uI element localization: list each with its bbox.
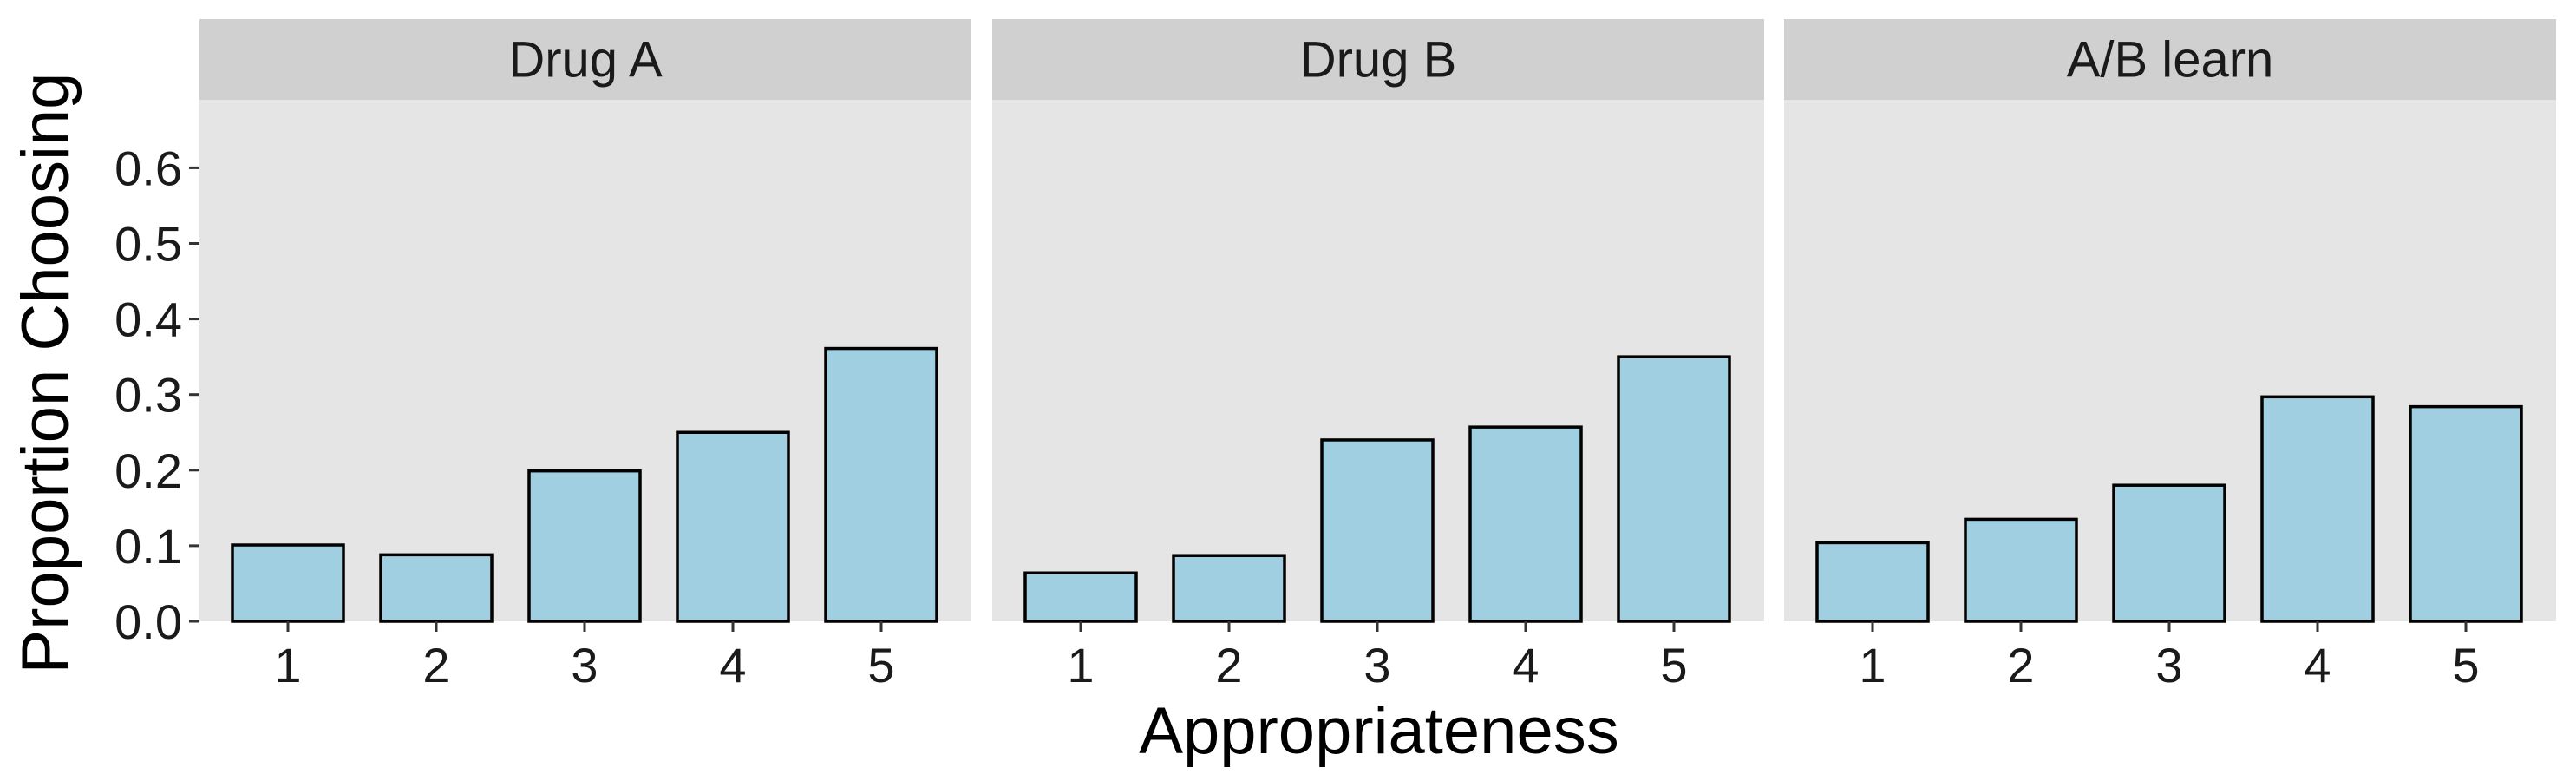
bar <box>231 543 345 623</box>
facet-strip <box>1784 19 2556 100</box>
facet-title: Drug B <box>1300 32 1457 89</box>
facet-panel: Drug B 1 2 3 4 5 <box>992 19 1764 692</box>
y-tick-label: 0.1 <box>114 519 182 574</box>
bar <box>2409 404 2523 623</box>
facet-panel: Drug A 1 2 3 4 5 <box>199 19 971 692</box>
x-axis-title: Appropriateness <box>1139 694 1618 768</box>
x-tick-label: 5 <box>2452 638 2479 692</box>
x-tick-label: 3 <box>571 638 598 692</box>
y-tick-label: 0.5 <box>114 216 182 271</box>
facet-title: A/B learn <box>2067 32 2274 89</box>
x-tick-label: 4 <box>2304 638 2331 692</box>
bar <box>2260 395 2375 623</box>
bar <box>527 469 642 623</box>
y-tick-label: 0.6 <box>114 141 182 195</box>
y-axis: 0.0 0.1 0.2 0.3 0.4 0.5 0.6 <box>114 141 199 649</box>
bar <box>1023 571 1138 623</box>
x-tick-label: 2 <box>2007 638 2034 692</box>
bar <box>824 346 938 623</box>
x-tick-label: 1 <box>1859 638 1886 692</box>
facet-panels: Drug A 1 2 3 4 5 Drug B 1 2 3 4 5 A/B learn 1 2 3 4 5 <box>199 19 2556 692</box>
x-tick-label: 5 <box>1660 638 1687 692</box>
bar <box>676 430 790 623</box>
bar <box>1815 541 1930 623</box>
bar <box>1320 438 1435 623</box>
y-tick-label: 0.4 <box>114 292 182 347</box>
bar <box>1964 517 2078 623</box>
x-tick-label: 2 <box>422 638 449 692</box>
y-tick-label: 0.0 <box>114 594 182 649</box>
bar <box>1617 355 1731 623</box>
facet-strip <box>199 19 971 100</box>
bar <box>379 553 494 623</box>
x-tick-label: 5 <box>867 638 894 692</box>
bar <box>1468 425 1583 623</box>
bar <box>1172 554 1286 623</box>
facet-strip <box>992 19 1764 100</box>
x-tick-label: 4 <box>719 638 746 692</box>
y-axis-title: Proportion Choosing <box>9 73 82 674</box>
x-tick-label: 3 <box>1363 638 1390 692</box>
bar <box>2112 483 2226 623</box>
x-tick-label: 1 <box>274 638 301 692</box>
x-tick-label: 1 <box>1067 638 1094 692</box>
facet-panel: A/B learn 1 2 3 4 5 <box>1784 19 2556 692</box>
x-tick-label: 2 <box>1215 638 1242 692</box>
y-tick-label: 0.3 <box>114 368 182 423</box>
x-tick-label: 3 <box>2155 638 2182 692</box>
x-tick-label: 4 <box>1512 638 1539 692</box>
facet-title: Drug A <box>508 32 663 89</box>
y-tick-label: 0.2 <box>114 443 182 498</box>
